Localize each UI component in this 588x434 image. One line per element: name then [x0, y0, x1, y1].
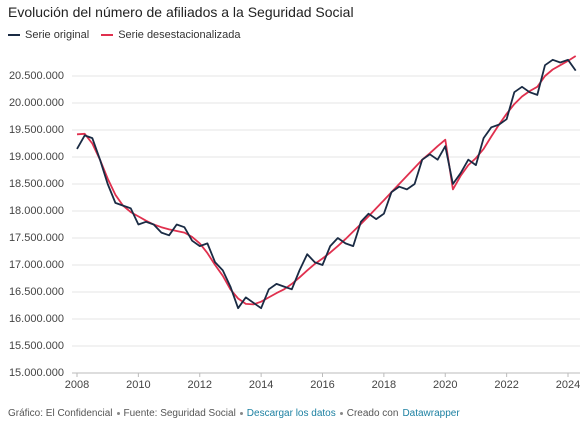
created: Creado con	[346, 408, 399, 419]
y-tick-label: 16.000.000	[9, 313, 64, 325]
y-tick-label: 16.500.000	[9, 286, 64, 298]
series-line	[76, 55, 577, 306]
x-tick-label: 2014	[249, 379, 273, 391]
x-tick-label: 2022	[494, 379, 518, 391]
y-tick-label: 15.500.000	[9, 340, 64, 352]
x-tick-label: 2016	[310, 379, 334, 391]
y-tick-label: 17.000.000	[9, 259, 64, 271]
download-link[interactable]: Descargar los datos	[246, 408, 336, 419]
legend-label: Serie desestacionalizada	[118, 29, 241, 41]
y-tick-label: 19.500.000	[9, 124, 64, 136]
x-tick-label: 2008	[65, 379, 89, 391]
y-tick-label: 20.500.000	[9, 70, 64, 82]
separator	[239, 412, 243, 415]
legend-item: Serie desestacionalizada	[101, 29, 241, 41]
x-tick-label: 2018	[372, 379, 396, 391]
x-tick-label: 2012	[188, 379, 212, 391]
y-tick-label: 17.500.000	[9, 232, 64, 244]
legend-swatch	[101, 34, 114, 36]
separator	[116, 412, 120, 415]
x-tick-label: 2020	[433, 379, 457, 391]
x-tick-label: 2010	[126, 379, 150, 391]
chart-title: Evolución del número de afiliados a la S…	[8, 4, 354, 20]
separator	[339, 412, 343, 415]
legend-label: Serie original	[25, 29, 90, 41]
credit: Gráfico: El Confidencial	[8, 408, 113, 419]
tool-link[interactable]: Datawrapper	[402, 408, 460, 419]
y-tick-label: 20.000.000	[9, 97, 64, 109]
y-tick-label: 15.000.000	[9, 367, 64, 379]
x-tick-label: 2024	[556, 379, 580, 391]
footer: Gráfico: El Confidencial Fuente: Segurid…	[8, 408, 460, 419]
legend: Serie original Serie desestacionalizada	[8, 29, 241, 41]
y-tick-label: 19.000.000	[9, 151, 64, 163]
y-tick-label: 18.000.000	[9, 205, 64, 217]
series-line	[76, 58, 577, 310]
legend-swatch	[8, 34, 20, 36]
source: Fuente: Seguridad Social	[123, 408, 236, 419]
y-tick-label: 18.500.000	[9, 178, 64, 190]
legend-item: Serie original	[8, 29, 89, 41]
